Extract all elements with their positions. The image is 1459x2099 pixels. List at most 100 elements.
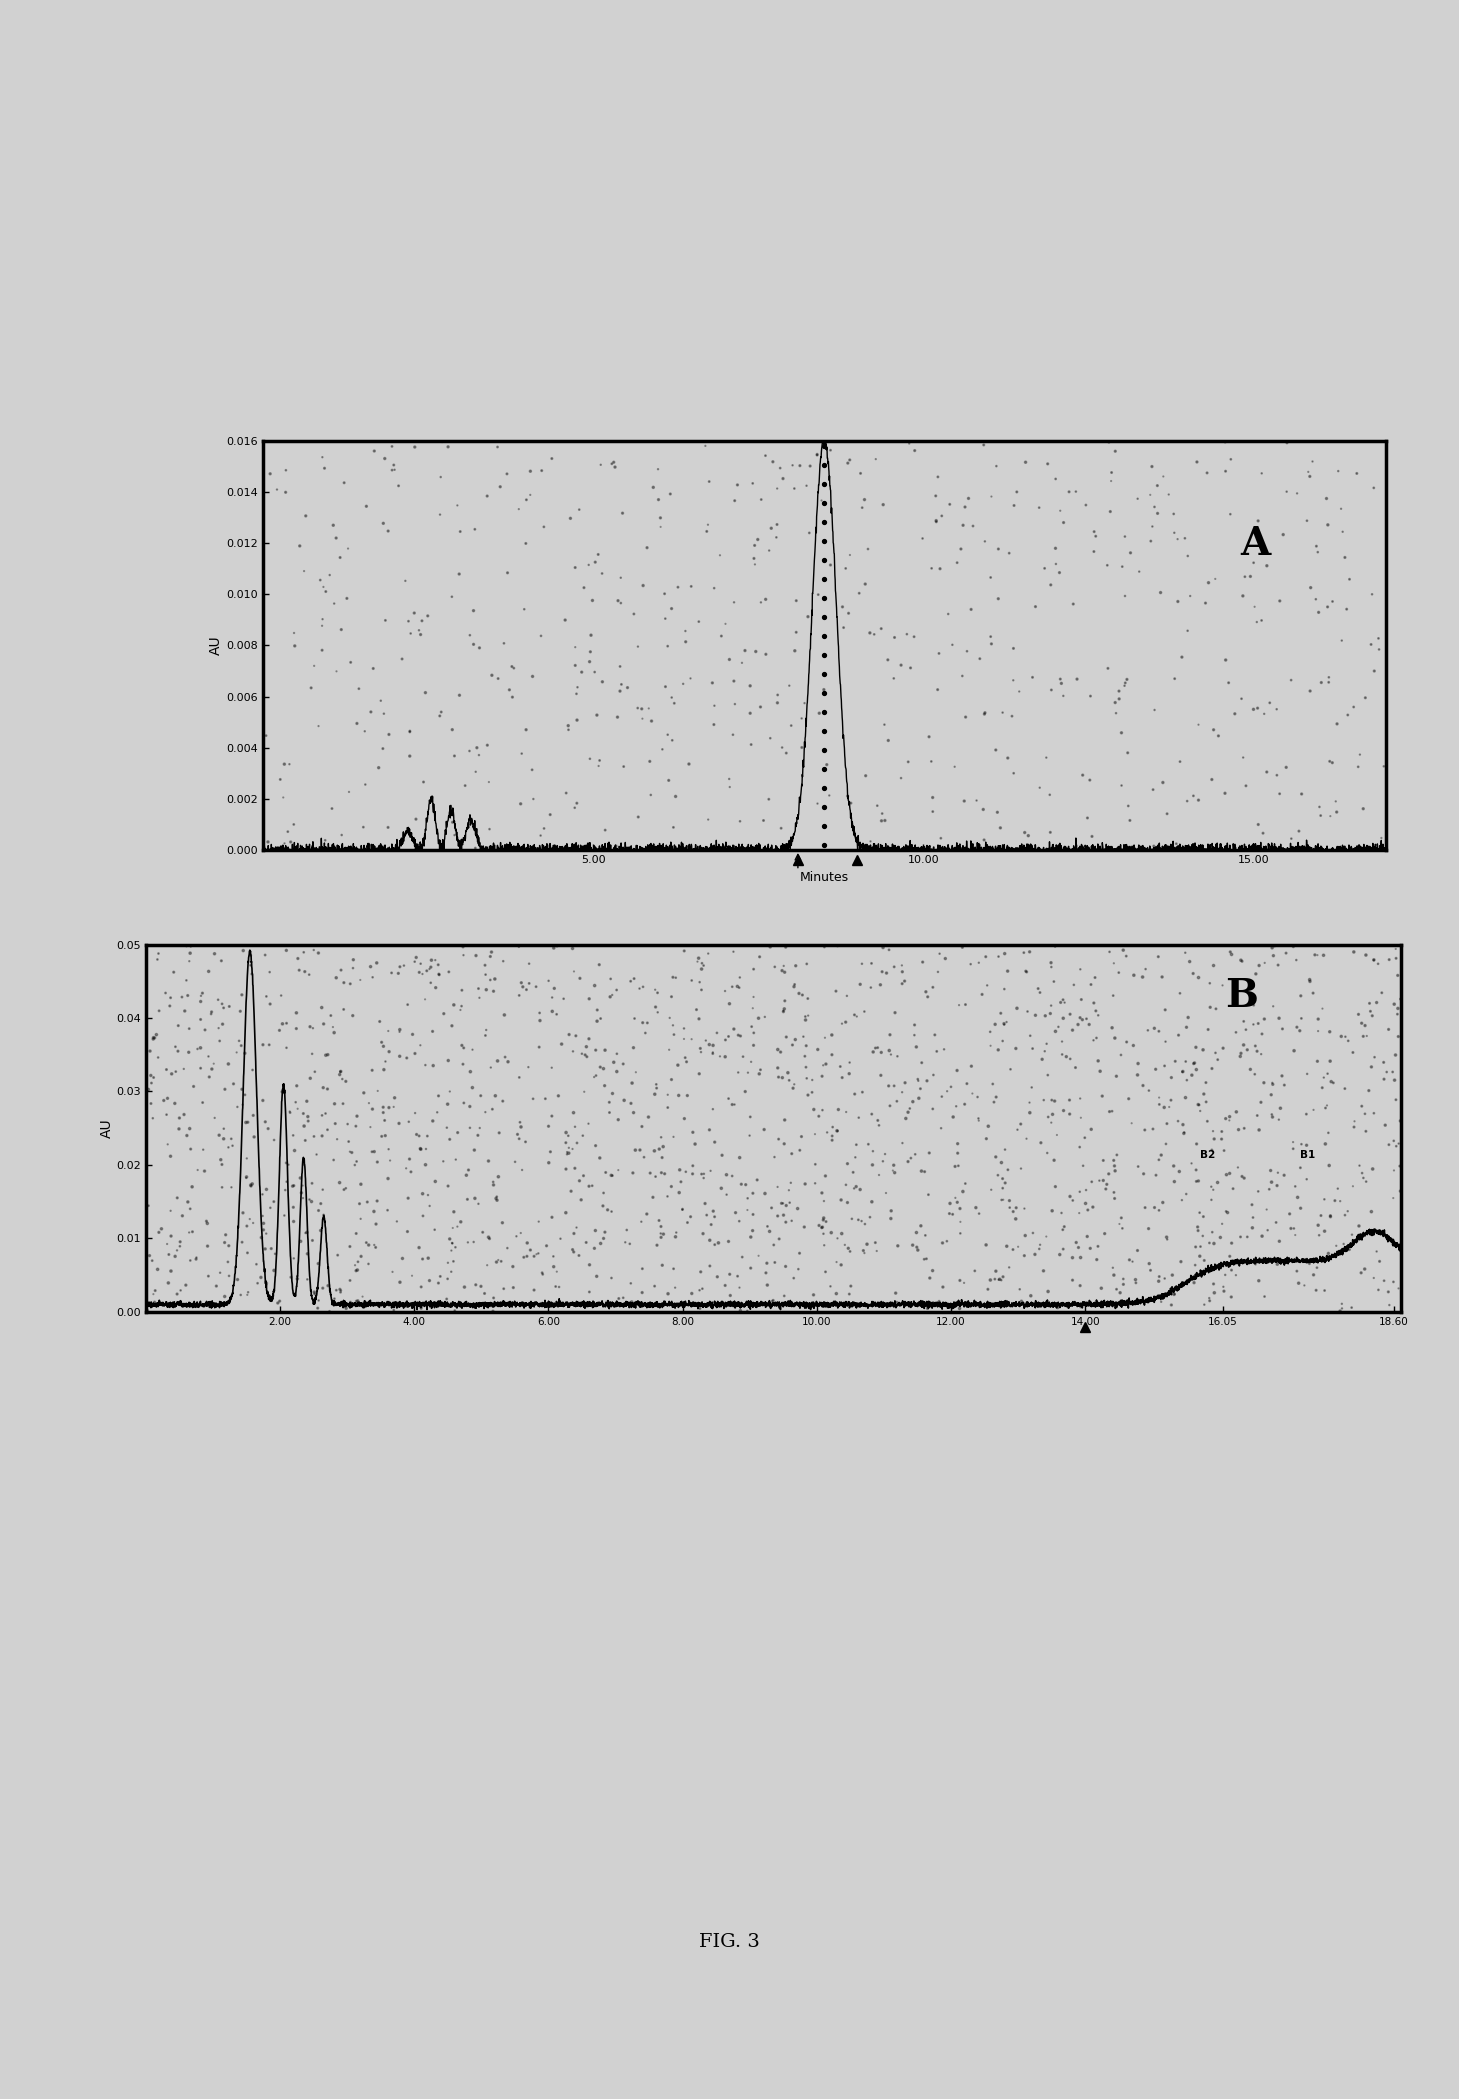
Point [1249, 1085, 1272, 1119]
Point [417, 1241, 441, 1274]
Point [181, 1169, 204, 1203]
Point [728, 972, 751, 1005]
Point [1169, 976, 1192, 1010]
Point [292, 1182, 315, 1215]
Point [766, 1052, 789, 1085]
Point [1202, 949, 1226, 982]
Point [452, 1270, 476, 1303]
Point [734, 1167, 757, 1201]
Point [696, 936, 719, 970]
Point [397, 1182, 420, 1215]
Point [721, 1159, 744, 1192]
Point [659, 980, 683, 1014]
Point [146, 1041, 169, 1075]
Point [1062, 588, 1085, 621]
Point [481, 1295, 505, 1329]
Point [738, 697, 762, 730]
Point [730, 1167, 753, 1201]
Point [899, 1091, 922, 1125]
Point [890, 955, 913, 989]
Point [1377, 942, 1401, 976]
Point [862, 617, 886, 651]
Point [655, 1180, 678, 1213]
Point [330, 819, 353, 852]
Point [703, 1125, 727, 1159]
Point [1110, 1211, 1134, 1245]
Point [1233, 1112, 1256, 1146]
Point [457, 1226, 480, 1259]
Point [835, 1005, 858, 1039]
Point [1214, 1257, 1237, 1291]
Point [661, 961, 684, 995]
Point [371, 1119, 394, 1152]
Point [708, 1039, 731, 1073]
Point [671, 1192, 694, 1226]
Point [1180, 1146, 1204, 1180]
Point [996, 955, 1020, 989]
Point [649, 1157, 673, 1190]
Point [254, 1104, 277, 1138]
Point [1325, 796, 1348, 829]
Point [810, 483, 833, 516]
Point [871, 798, 894, 831]
Point [883, 995, 906, 1029]
Point [948, 1192, 972, 1226]
Point [1265, 693, 1288, 726]
Point [562, 1234, 585, 1268]
Point [1125, 1266, 1148, 1299]
Point [1249, 1037, 1272, 1070]
Point [1290, 978, 1313, 1012]
Point [960, 1077, 983, 1110]
Point [1030, 1043, 1053, 1077]
Point [948, 1291, 972, 1324]
Point [1052, 680, 1075, 714]
Point [843, 1140, 867, 1173]
Point [372, 1029, 395, 1062]
Point [588, 1142, 611, 1175]
Point [1081, 1190, 1104, 1224]
Point [638, 745, 661, 779]
Point [150, 1211, 174, 1245]
Point [1039, 997, 1062, 1031]
Point [740, 728, 763, 762]
Point [496, 556, 519, 590]
Point [1164, 1045, 1188, 1079]
Point [762, 1228, 785, 1261]
Point [1389, 982, 1412, 1016]
Point [1306, 1014, 1329, 1047]
Point [213, 1073, 236, 1106]
Point [652, 1217, 676, 1251]
Point [991, 695, 1014, 728]
Point [247, 1266, 270, 1299]
Point [1239, 560, 1262, 594]
Point [1306, 1209, 1329, 1243]
Point [608, 674, 632, 707]
Point [346, 1100, 369, 1133]
Point [1325, 785, 1348, 819]
Point [492, 1272, 515, 1306]
Point [226, 1264, 249, 1297]
Point [781, 1029, 804, 1062]
Point [921, 970, 944, 1003]
Point [268, 1285, 292, 1318]
Point [835, 1167, 858, 1201]
Point [763, 1140, 786, 1173]
Point [1077, 1192, 1100, 1226]
Point [301, 1184, 324, 1217]
Point [938, 1186, 961, 1220]
Point [1358, 987, 1382, 1020]
Point [880, 1037, 903, 1070]
Point [236, 1106, 260, 1140]
Point [662, 810, 686, 844]
Point [607, 1282, 630, 1316]
Point [258, 987, 282, 1020]
Point [1275, 474, 1299, 508]
Point [1296, 1129, 1319, 1163]
Point [374, 605, 397, 638]
Point [365, 1207, 388, 1241]
Point [1058, 997, 1081, 1031]
Point [360, 1054, 384, 1087]
Point [468, 980, 492, 1014]
Point [1243, 1058, 1266, 1091]
Point [782, 1287, 805, 1320]
